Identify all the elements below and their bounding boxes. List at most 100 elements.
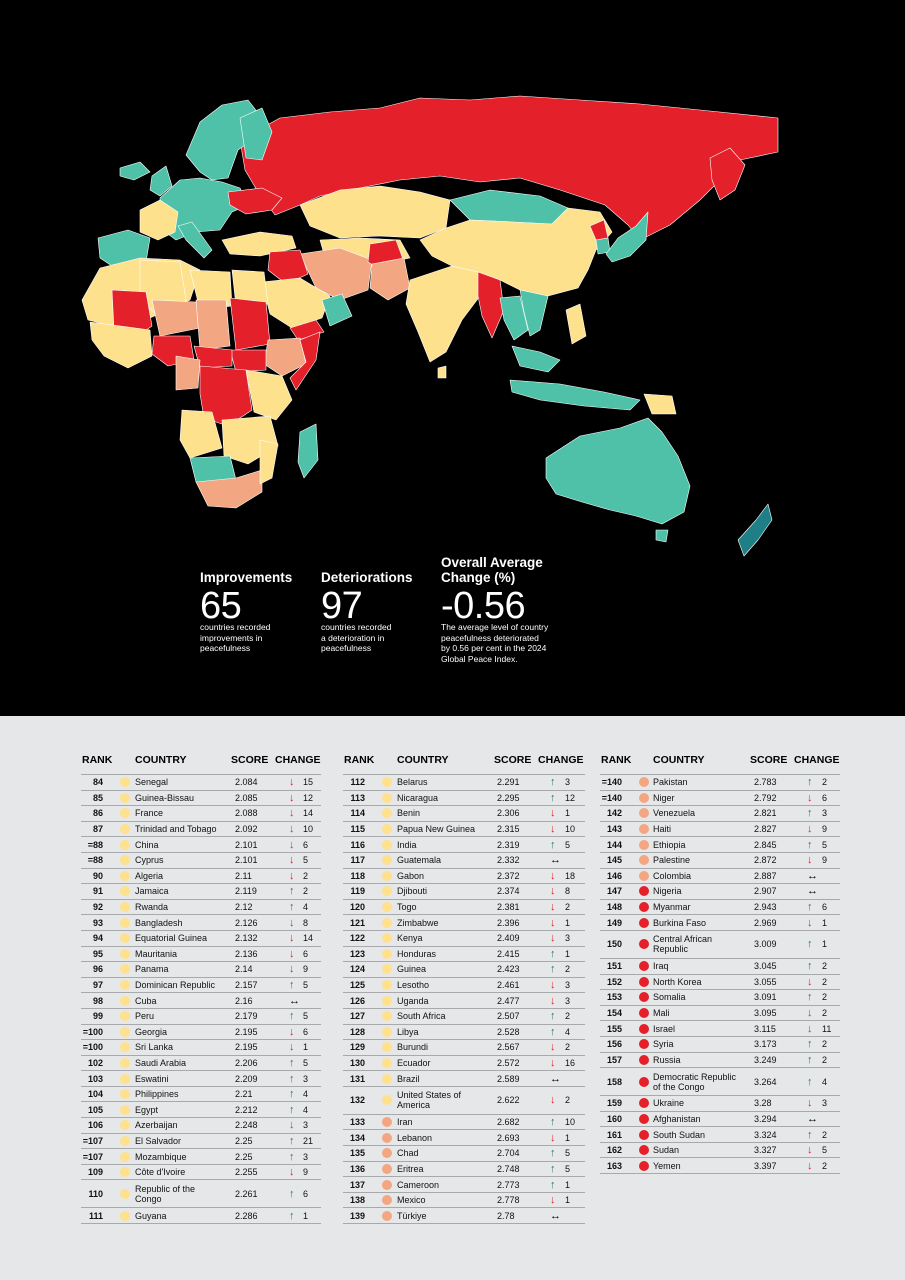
country-cell: Ukraine [653,1098,685,1109]
score-cell: 2.783 [754,777,777,788]
peace-level-dot [639,777,649,788]
arrow-up-icon: ↑ [289,1150,295,1163]
table-row: 145 Palestine 2.872 ↓ 9 [600,851,840,868]
arrow-up-icon: ↑ [550,776,556,789]
peace-level-dot [639,1039,649,1050]
peace-level-dot [382,1148,392,1159]
table-row: 156 Syria 3.173 ↑ 2 [600,1035,840,1052]
arrow-down-icon: ↓ [289,916,295,929]
map-region-indonesia [509,379,641,411]
score-cell: 2.306 [497,808,520,819]
table-row: 94 Equatorial Guinea 2.132 ↓ 14 [81,929,321,946]
map-region-australia [545,417,691,525]
peace-level-dot [639,939,649,950]
rank-cell: 119 [350,886,365,897]
arrow-up-icon: ↑ [807,901,813,914]
rank-cell: 128 [349,1026,365,1037]
rank-cell: 148 [606,902,622,913]
peace-level-dot [382,1117,392,1128]
table-header: RANK COUNTRY SCORE CHANGE [81,752,321,774]
table-row: 126 Uganda 2.477 ↓ 3 [343,992,585,1008]
arrow-down-icon: ↓ [289,807,295,820]
header-rank: RANK [82,754,113,766]
rank-cell: 152 [606,976,622,987]
map-region-turkey [221,231,297,257]
score-cell: 2.21 [235,1089,253,1100]
country-cell: Peru [135,1011,155,1022]
score-cell: 2.119 [235,886,257,897]
map-region-somalia [289,331,321,391]
table-row: =88 Cyprus 2.101 ↓ 5 [81,851,321,868]
ranking-column-1: RANK COUNTRY SCORE CHANGE 84 Senegal 2.084 ↓ 15 8… [81,752,321,1225]
map-region-angola [179,409,223,459]
table-row: 117 Guatemala 2.332 ↔ [343,851,585,868]
country-cell: South Africa [397,1011,446,1022]
country-cell: Saudi Arabia [135,1057,187,1068]
score-cell: 2.14 [235,964,253,975]
rank-cell: 105 [87,1104,103,1115]
score-cell: 2.778 [497,1195,520,1206]
country-cell: Russia [653,1054,681,1065]
rank-cell: 117 [350,855,365,866]
peace-level-dot [382,839,392,850]
table-row: =100 Georgia 2.195 ↓ 6 [81,1023,321,1040]
rank-cell: 109 [87,1167,103,1178]
header-rank: RANK [344,754,375,766]
stat-title: Deteriorations [321,570,413,585]
score-cell: 2.589 [497,1073,520,1084]
table-row: 125 Lesotho 2.461 ↓ 3 [343,976,585,993]
score-cell: 3.294 [754,1113,777,1124]
country-cell: Chad [397,1148,419,1159]
peace-level-dot [639,1076,649,1087]
table-row: 90 Algeria 2.11 ↓ 2 [81,867,321,884]
map-region-mozambique [259,439,279,485]
change-cell: 1 [303,1210,309,1221]
table-row: 151 Iraq 3.045 ↑ 2 [600,957,840,974]
country-cell: Republic of the Congo [135,1183,196,1204]
peace-level-dot [382,824,392,835]
table-row: 97 Dominican Republic 2.157 ↑ 5 [81,976,321,993]
table-row: 124 Guinea 2.423 ↑ 2 [343,961,585,977]
table-row: 162 Sudan 3.327 ↓ 5 [600,1141,840,1158]
country-cell: Kenya [397,933,423,944]
map-region-japan [605,211,649,263]
change-cell: 21 [303,1135,314,1146]
table-row: 106 Azerbaijan 2.248 ↓ 3 [81,1117,321,1133]
peace-level-dot [639,1113,649,1124]
rank-cell: 120 [349,902,365,913]
peace-level-dot [120,886,130,897]
table-row: 133 Iran 2.682 ↑ 10 [343,1113,585,1130]
arrow-down-icon: ↓ [550,1041,556,1054]
peace-level-dot [120,824,130,835]
change-cell: 5 [303,1011,309,1022]
table-row: =100 Sri Lanka 2.195 ↓ 1 [81,1039,321,1055]
arrow-down-icon: ↓ [289,791,295,804]
country-cell: Brazil [397,1073,420,1084]
peace-level-dot [382,870,392,881]
arrow-up-icon: ↑ [550,791,556,804]
country-cell: Belarus [397,777,428,788]
country-cell: Algeria [135,870,164,881]
change-cell: 2 [822,961,828,972]
country-cell: Burkina Faso [653,917,707,928]
score-cell: 2.78 [497,1210,515,1221]
peace-level-dot [120,1135,130,1146]
arrow-up-icon: ↑ [289,1088,295,1101]
table-row: 148 Myanmar 2.943 ↑ 6 [600,898,840,915]
peace-level-dot [639,1145,649,1156]
country-cell: Guatemala [397,855,442,866]
score-cell: 2.101 [235,855,258,866]
score-cell: 2.381 [497,902,520,913]
rank-cell: 145 [606,855,622,866]
table-row: 131 Brazil 2.589 ↔ [343,1070,585,1086]
arrow-left-right-icon: ↔ [289,994,300,1007]
change-cell: 2 [565,1042,571,1053]
arrow-down-icon: ↓ [550,1056,556,1069]
country-cell: Türkiye [397,1210,427,1221]
table-row: 87 Trinidad and Tobago 2.092 ↓ 10 [81,820,321,837]
score-cell: 3.091 [754,992,777,1003]
peace-level-dot [382,917,392,928]
arrow-down-icon: ↓ [550,807,556,820]
map-region-sudan [229,297,271,351]
rank-cell: 153 [606,992,622,1003]
